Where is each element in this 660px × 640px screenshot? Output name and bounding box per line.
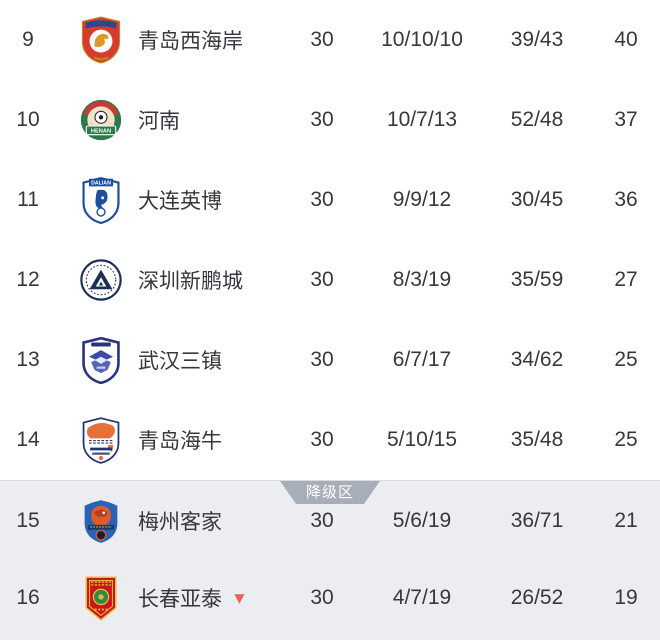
team-name: 青岛海牛 (138, 430, 222, 453)
goals-for-against: 34/62 (510, 348, 564, 371)
rank-number: 11 (17, 188, 39, 211)
goals-for-against: 36/71 (510, 508, 564, 532)
table-row[interactable]: 9 青岛西海岸 30 10/10/10 39/43 40 (0, 0, 660, 80)
win-draw-loss: 4/7/19 (392, 586, 452, 609)
qingdao-hainiu-badge-icon (76, 415, 126, 465)
rank-number: 13 (16, 348, 40, 371)
shenzhen-peng-city-badge-icon (76, 255, 126, 305)
goals-for-against: 52/48 (510, 108, 564, 131)
matches-played: 30 (310, 586, 334, 609)
changchun-yatai-badge-icon (76, 573, 126, 623)
points: 21 (614, 508, 638, 532)
win-draw-loss: 6/7/17 (392, 348, 452, 371)
points: 27 (614, 268, 638, 291)
rank-number: 9 (22, 28, 34, 51)
team-name: 长春亚泰 ▼ (138, 588, 248, 611)
badge-text: HENAN (91, 129, 111, 135)
rank-number: 16 (16, 586, 40, 609)
rank-number: 10 (16, 108, 40, 131)
henan-badge-icon: HENAN (76, 95, 126, 145)
goals-for-against: 30/45 (510, 188, 564, 211)
table-row[interactable]: 11 DALIAN 大连英博 30 9/9/12 30/45 36 (0, 160, 660, 240)
points: 25 (614, 428, 638, 451)
team-name: 梅州客家 (138, 510, 222, 534)
win-draw-loss: 9/9/12 (392, 188, 452, 211)
matches-played: 30 (310, 348, 334, 371)
team-name: 青岛西海岸 (138, 30, 243, 53)
rank-number: 14 (16, 428, 40, 451)
dalian-yingbo-badge-icon: DALIAN (76, 175, 126, 225)
table-row[interactable]: 13 武汉三镇 30 6/7/17 34/62 25 (0, 320, 660, 400)
win-draw-loss: 8/3/19 (392, 268, 452, 291)
rank-number: 15 (16, 508, 40, 532)
qingdao-west-coast-badge-icon (76, 15, 126, 65)
win-draw-loss: 10/10/10 (381, 28, 463, 51)
goals-for-against: 35/48 (510, 428, 564, 451)
rank-number: 12 (16, 268, 40, 291)
matches-played: 30 (310, 268, 334, 291)
goals-for-against: 35/59 (510, 268, 564, 291)
team-name: 河南 (138, 110, 180, 133)
meizhou-hakka-badge-icon (76, 496, 126, 546)
table-row[interactable]: 12 深圳新鹏城 30 8/3/19 35/59 27 (0, 240, 660, 320)
relegated-down-arrow-icon: ▼ (231, 588, 248, 608)
relegation-zone-section: 降级区 15 梅州客家 30 5/6/19 36/71 21 (0, 480, 660, 640)
relegation-zone-tag: 降级区 (280, 481, 380, 504)
points: 40 (614, 28, 638, 51)
matches-played: 30 (310, 188, 334, 211)
goals-for-against: 39/43 (510, 28, 564, 51)
matches-played: 30 (310, 28, 334, 51)
wuhan-three-towns-badge-icon (76, 335, 126, 385)
win-draw-loss: 5/6/19 (392, 508, 452, 532)
team-name: 深圳新鹏城 (138, 270, 243, 293)
points: 19 (614, 586, 638, 609)
matches-played: 30 (310, 508, 334, 532)
points: 36 (614, 188, 638, 211)
badge-text: DALIAN (91, 181, 111, 187)
goals-for-against: 26/52 (510, 586, 564, 609)
table-row[interactable]: 14 青岛海牛 30 5/10/15 35/48 25 (0, 400, 660, 480)
table-row[interactable]: 10 HENAN 河南 30 10/7/13 52/48 37 (0, 80, 660, 160)
table-row[interactable]: 16 长春亚泰 ▼ 30 4/7/19 26/52 19 (0, 561, 660, 636)
points: 25 (614, 348, 638, 371)
points: 37 (614, 108, 638, 131)
table-row[interactable]: 15 梅州客家 30 5/6/19 36/71 21 (0, 481, 660, 561)
win-draw-loss: 5/10/15 (386, 428, 458, 451)
team-name: 大连英博 (138, 190, 222, 213)
matches-played: 30 (310, 428, 334, 451)
matches-played: 30 (310, 108, 334, 131)
win-draw-loss: 10/7/13 (386, 108, 458, 131)
team-name: 武汉三镇 (138, 350, 222, 373)
